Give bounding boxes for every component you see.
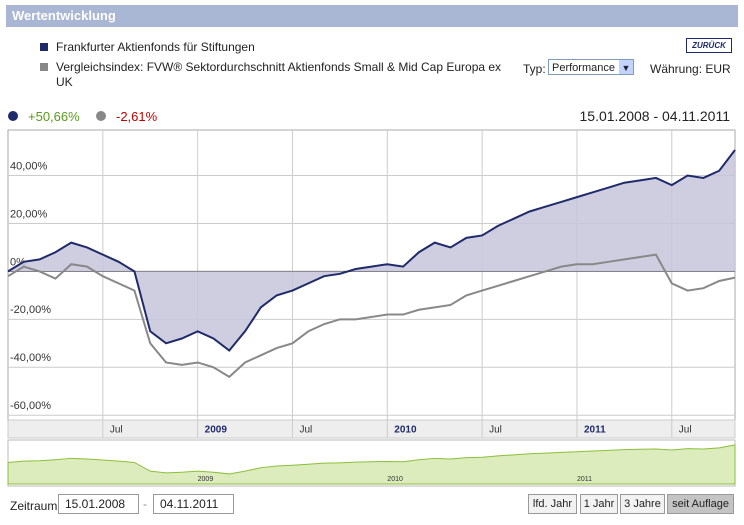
plot-area — [7, 129, 736, 421]
y-tick-label: -20,00% — [10, 304, 51, 316]
type-label: Typ: — [523, 62, 546, 76]
back-button[interactable]: ZURÜCK — [686, 38, 732, 53]
range-button[interactable]: lfd. Jahr — [528, 494, 577, 514]
range-button[interactable]: 1 Jahr — [580, 494, 618, 514]
x-tick-label: 2011 — [584, 425, 606, 436]
y-tick-label: -40,00% — [10, 352, 51, 364]
legend-swatch — [40, 43, 48, 51]
series-line — [7, 149, 736, 352]
separator: - — [143, 497, 147, 511]
legend-label[interactable]: Frankfurter Aktienfonds für Stiftungen — [56, 40, 255, 54]
stat-dot — [8, 111, 18, 121]
legend-swatch — [40, 63, 48, 71]
currency: Währung: EUR — [650, 62, 731, 76]
navigator-label: 2010 — [387, 476, 403, 483]
range-button[interactable]: seit Auflage — [667, 494, 734, 514]
area-fill — [8, 149, 735, 351]
y-tick-label: 40,00% — [10, 160, 48, 172]
date-from[interactable]: 15.01.2008 — [58, 494, 139, 514]
date-to[interactable]: 04.11.2011 — [153, 494, 234, 514]
x-axis-strip — [7, 419, 736, 439]
stat-dot — [96, 111, 106, 121]
panel-title: Wertentwicklung — [6, 5, 738, 27]
y-tick-label: -60,00% — [10, 400, 51, 412]
period: 15.01.2008 - 04.11.2011 — [579, 108, 731, 124]
period-label: Zeitraum: — [10, 499, 61, 513]
select-arrow: ▼ — [619, 60, 633, 74]
index-change: -2,61% — [116, 109, 158, 124]
x-tick-label: 2010 — [394, 425, 417, 436]
navigator-area — [7, 444, 736, 485]
fund-change: +50,66% — [28, 109, 80, 124]
type-value: Performance — [552, 62, 615, 74]
x-tick-label: Jul — [110, 425, 123, 436]
x-tick-label: Jul — [489, 425, 502, 436]
x-tick-label: 2009 — [205, 425, 228, 436]
series-line — [7, 253, 736, 379]
x-tick-label: Jul — [679, 425, 692, 436]
y-tick-label: 20,00% — [10, 208, 48, 220]
navigator-label: 2009 — [198, 476, 214, 483]
range-button[interactable]: 3 Jahre — [620, 494, 665, 514]
navigator-label: 2011 — [577, 476, 592, 483]
x-tick-label: Jul — [299, 425, 312, 436]
type-select[interactable]: Performance ▼ — [548, 59, 634, 75]
legend-label[interactable]: Vergleichsindex: FVW® Sektordurchschnitt… — [56, 60, 502, 89]
